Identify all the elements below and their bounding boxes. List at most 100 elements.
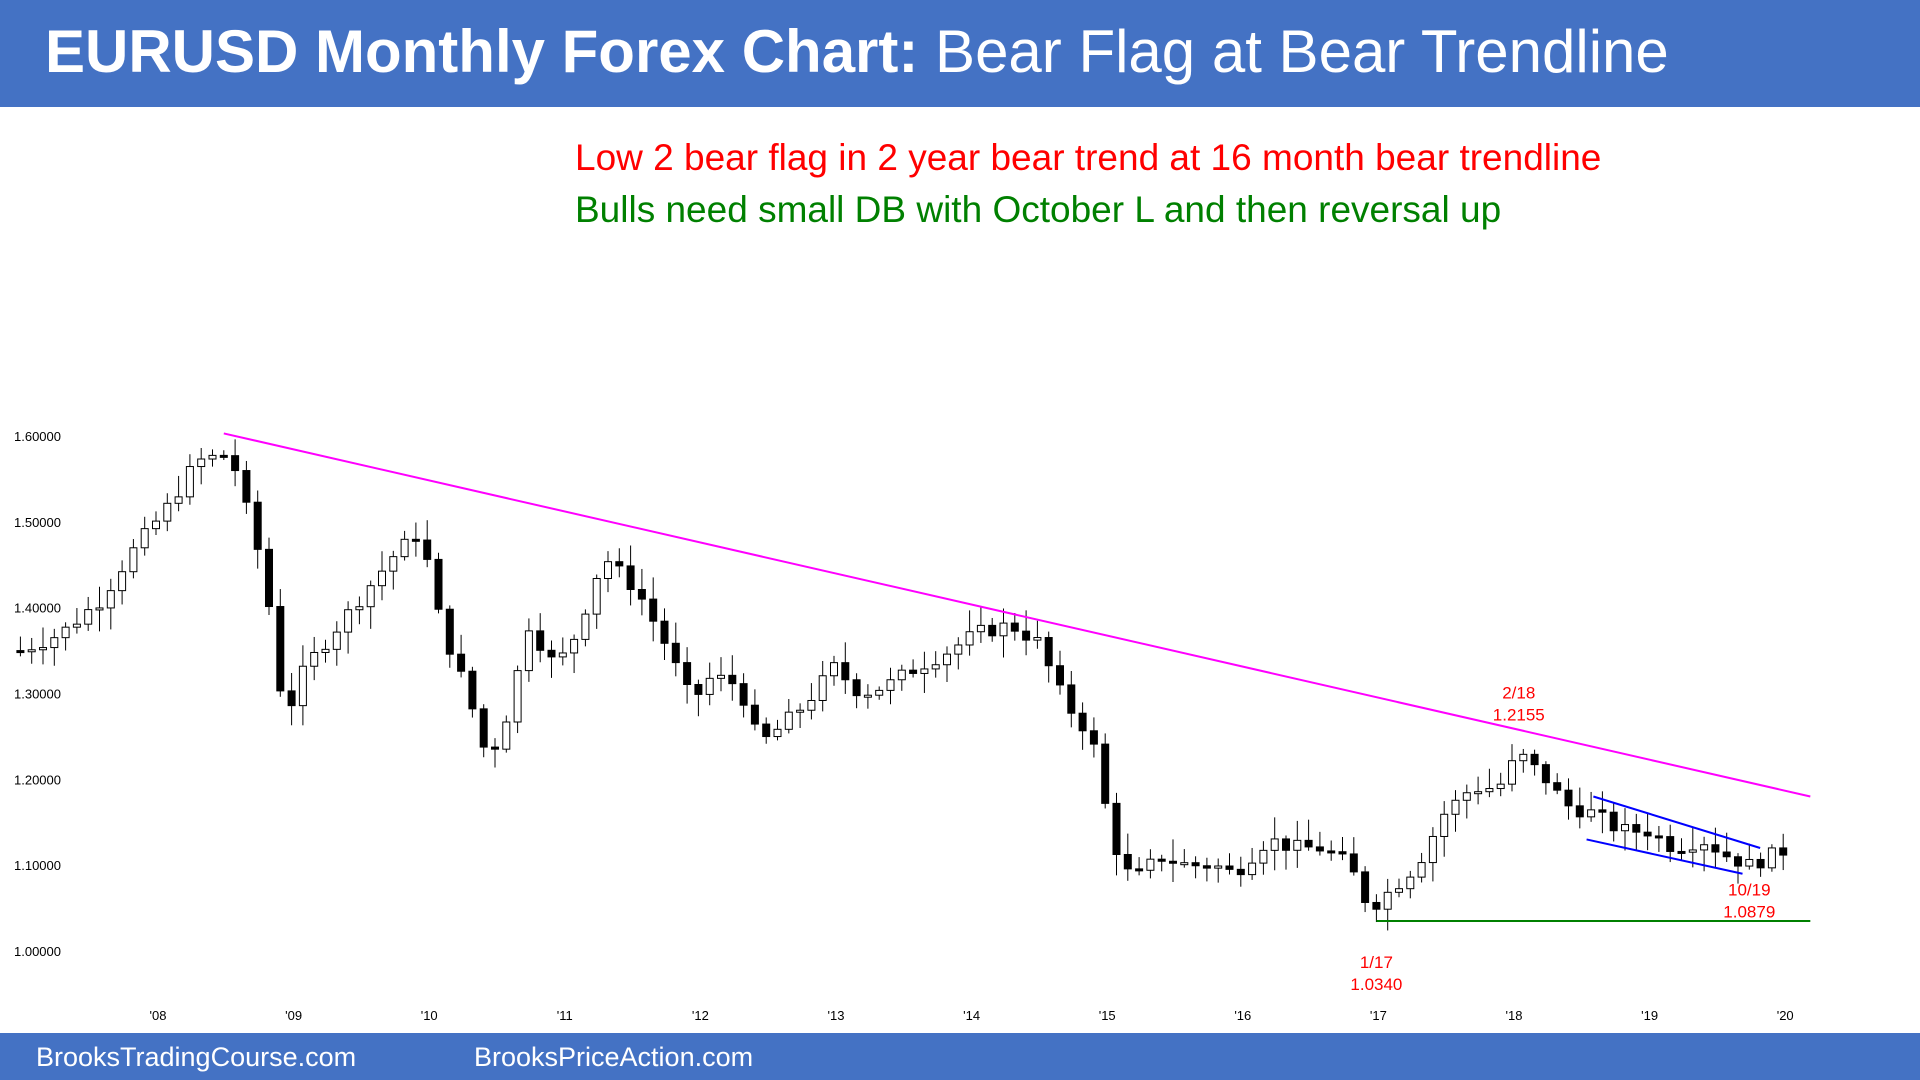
candle-body xyxy=(411,538,420,542)
candle-body xyxy=(1474,791,1483,795)
annotations-layer: 2/18 1.2155 1/17 1.0340 10/19 1.0879 xyxy=(1350,683,1775,993)
x-tick-label: '15 xyxy=(1099,1008,1116,1023)
candle-body xyxy=(1225,865,1234,870)
candle-body xyxy=(1654,835,1663,839)
x-tick-label: '08 xyxy=(150,1008,167,1023)
candle-body xyxy=(1440,813,1449,837)
candle-body xyxy=(1779,847,1788,856)
candle-body xyxy=(841,662,850,681)
candle-body xyxy=(829,662,839,677)
footer-link-brookspriceaction[interactable]: BrooksPriceAction.com xyxy=(474,1042,754,1072)
candle-body xyxy=(1587,809,1596,818)
candle-body xyxy=(931,664,940,670)
candle-body xyxy=(434,558,443,610)
candle-body xyxy=(16,650,25,654)
candle-body xyxy=(1767,847,1776,869)
candle-body xyxy=(1157,858,1166,862)
candle-body xyxy=(457,653,466,672)
candle-body xyxy=(344,609,353,633)
candle-body xyxy=(1406,876,1415,890)
candle-body xyxy=(84,609,93,625)
candle-body xyxy=(570,638,579,654)
candle-body xyxy=(140,528,149,549)
candle-body xyxy=(1089,730,1098,745)
candle-body xyxy=(1394,888,1404,893)
candle-body xyxy=(219,454,228,458)
candle-body xyxy=(468,670,477,710)
y-tick-label: 1.10000 xyxy=(14,858,61,873)
high-2-18-date: 2/18 xyxy=(1502,683,1535,702)
candle-body xyxy=(1372,901,1381,910)
candle-body xyxy=(1519,753,1528,762)
x-tick-label: '17 xyxy=(1370,1008,1387,1023)
candle-body xyxy=(106,590,115,609)
candle-body xyxy=(95,607,104,611)
candle-body xyxy=(1643,831,1652,837)
candle-body xyxy=(1236,868,1245,876)
candle-body xyxy=(1745,858,1754,867)
candle-body xyxy=(513,670,522,723)
candle-body xyxy=(716,674,726,679)
candle-body xyxy=(1598,809,1607,813)
candle-body xyxy=(897,669,906,681)
candle-body xyxy=(592,578,601,615)
candle-body xyxy=(1067,684,1076,714)
candle-body xyxy=(1202,865,1211,869)
candle-body xyxy=(445,608,454,655)
candle-body xyxy=(1383,891,1392,910)
candle-body xyxy=(1361,871,1370,903)
candles-layer xyxy=(16,439,1788,931)
candle-body xyxy=(999,622,1008,637)
y-tick-label: 1.50000 xyxy=(14,515,61,530)
x-tick-label: '13 xyxy=(828,1008,845,1023)
candle-body xyxy=(1451,799,1460,815)
candle-body xyxy=(1033,637,1042,641)
candle-body xyxy=(276,606,285,692)
candle-body xyxy=(965,631,974,646)
candle-body xyxy=(1688,849,1697,853)
candle-body xyxy=(310,651,319,667)
candle-body xyxy=(1722,851,1731,858)
candle-body xyxy=(886,679,895,691)
candle-body xyxy=(1146,858,1155,871)
x-tick-label: '09 xyxy=(285,1008,302,1023)
candle-body xyxy=(355,606,364,611)
candle-body xyxy=(603,561,613,580)
candle-body xyxy=(750,704,759,725)
footer-bar xyxy=(0,1033,1920,1080)
lines-layer xyxy=(223,432,1811,922)
candle-body xyxy=(1541,764,1550,784)
candle-body xyxy=(1620,824,1630,832)
candle-body xyxy=(1304,839,1313,848)
candle-body xyxy=(1135,868,1144,872)
candle-body xyxy=(264,548,274,608)
bear-channel-bottom-line xyxy=(1586,838,1743,875)
candle-body xyxy=(400,538,409,558)
candle-body xyxy=(1270,838,1279,851)
candle-body xyxy=(1327,850,1336,854)
candle-body xyxy=(739,683,748,706)
candle-body xyxy=(581,613,590,640)
low-10-19-price: 1.0879 xyxy=(1723,902,1775,921)
candle-body xyxy=(705,677,714,695)
candle-body xyxy=(1609,811,1618,832)
footer-link-brookstradingcourse[interactable]: BrooksTradingCourse.com xyxy=(36,1042,357,1072)
candle-body xyxy=(1112,802,1121,855)
candle-body xyxy=(1711,844,1720,853)
x-tick-label: '10 xyxy=(421,1008,438,1023)
candle-body xyxy=(1044,637,1053,667)
low-1-17-date: 1/17 xyxy=(1360,953,1393,972)
candle-body xyxy=(988,624,997,637)
candle-body xyxy=(524,630,533,672)
candle-body xyxy=(796,709,805,713)
candle-body xyxy=(321,648,330,653)
candle-body xyxy=(1248,862,1257,876)
candle-body xyxy=(863,694,872,698)
candle-body xyxy=(38,647,48,651)
candle-body xyxy=(852,679,861,697)
candle-body xyxy=(129,547,138,573)
candle-body xyxy=(332,631,341,650)
candle-body xyxy=(1564,789,1573,807)
candle-body xyxy=(1214,865,1223,869)
candle-body xyxy=(1485,788,1494,793)
